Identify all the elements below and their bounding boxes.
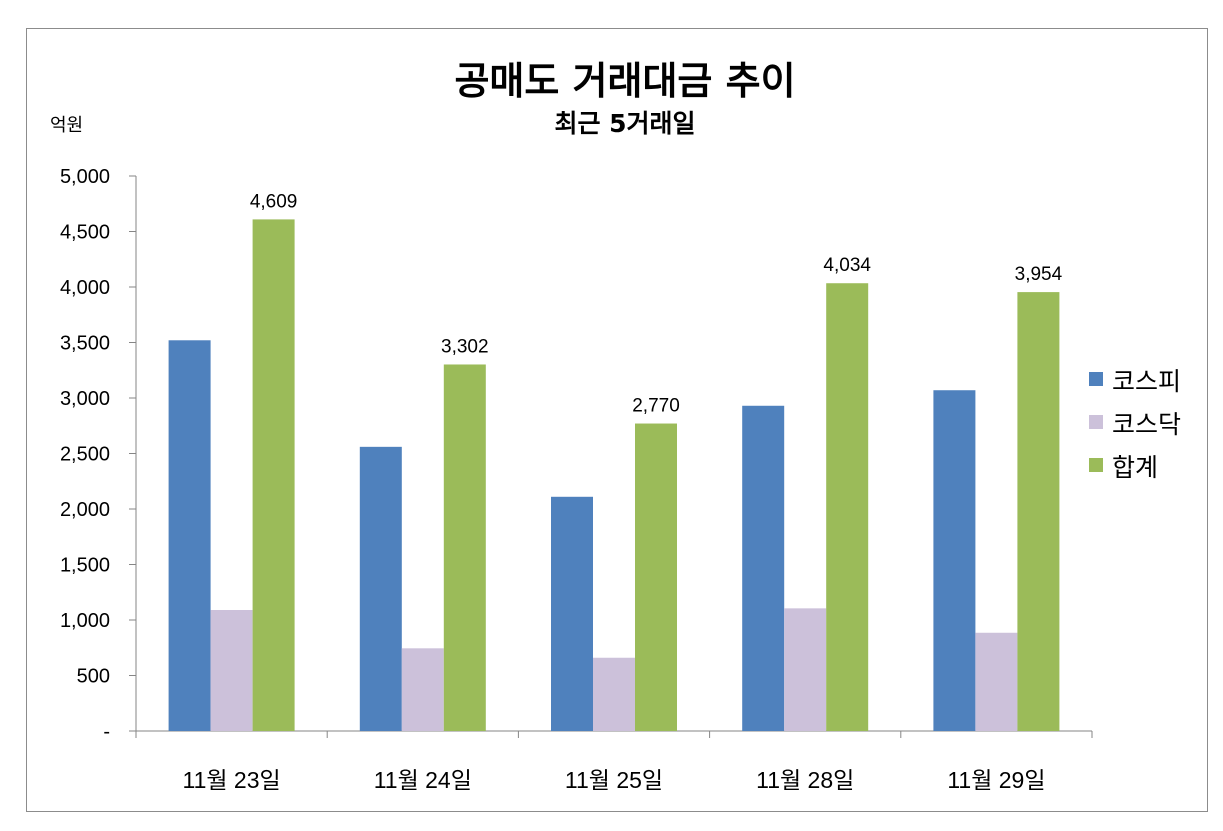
y-tick-label: 4,500 [60,222,110,244]
bar-코스닥-2 [593,657,635,731]
bar-코스닥-0 [210,610,253,731]
bar-코스피-3 [742,405,785,731]
data-label: 3,954 [1015,264,1063,285]
x-tick-label: 11월 24일 [374,767,472,793]
y-tick-label: 3,000 [60,388,110,410]
data-label: 3,302 [441,336,489,357]
x-axis: 11월 23일 11월 24일 11월 25일 11월 28일 11월 29일 [135,730,1093,793]
bar-코스닥-4 [975,632,1018,731]
bar-합계-2 [635,423,677,731]
chart-subtitle: 최근 5거래일 [554,109,695,138]
legend-label: 합계 [1112,453,1158,482]
bar-코스피-4 [933,390,976,731]
y-tick-label: 5,000 [60,166,110,188]
legend-label: 코스닥 [1112,410,1181,439]
y-tick-label: 2,000 [60,499,110,521]
bar-코스피-2 [551,496,593,731]
data-label: 2,770 [632,396,680,417]
y-axis-unit-label: 억원 [50,115,83,135]
bar-합계-1 [443,364,486,731]
x-tick-label: 11월 25일 [565,767,663,793]
chart-title: 공매도 거래대금 추이 [454,59,795,103]
data-label: 4,609 [250,191,298,212]
y-axis: - 500 1,000 1,500 2,000 2,500 3,000 3,500 4,000 4… [60,166,137,743]
data-label: 4,034 [823,255,871,276]
y-tick-label: 2,500 [60,444,110,466]
y-tick-label: 3,500 [60,333,110,355]
y-tick-label: 1,000 [60,610,110,632]
legend-label: 코스피 [1112,367,1181,396]
legend-swatch [1089,458,1103,472]
y-tick-label: 1,500 [60,555,110,577]
x-tick-label: 11월 28일 [756,767,854,793]
y-tick-label: 4,000 [60,277,110,299]
bar-코스피-0 [168,340,211,731]
bar-합계-0 [252,219,295,731]
bar-합계-4 [1017,292,1060,731]
bars [168,219,1060,731]
x-tick-label: 11월 29일 [947,767,1045,793]
data-labels: 4,609 3,302 2,770 4,034 3,954 [250,191,1063,416]
bar-코스닥-3 [784,608,827,731]
legend-swatch [1089,372,1103,386]
bar-합계-3 [826,283,869,731]
bar-코스피-1 [359,446,402,731]
bar-코스닥-1 [401,648,444,731]
y-tick-label: 500 [77,666,110,688]
x-tick-label: 11월 23일 [183,767,281,793]
y-tick-label: - [103,721,110,743]
legend-swatch [1089,415,1103,429]
